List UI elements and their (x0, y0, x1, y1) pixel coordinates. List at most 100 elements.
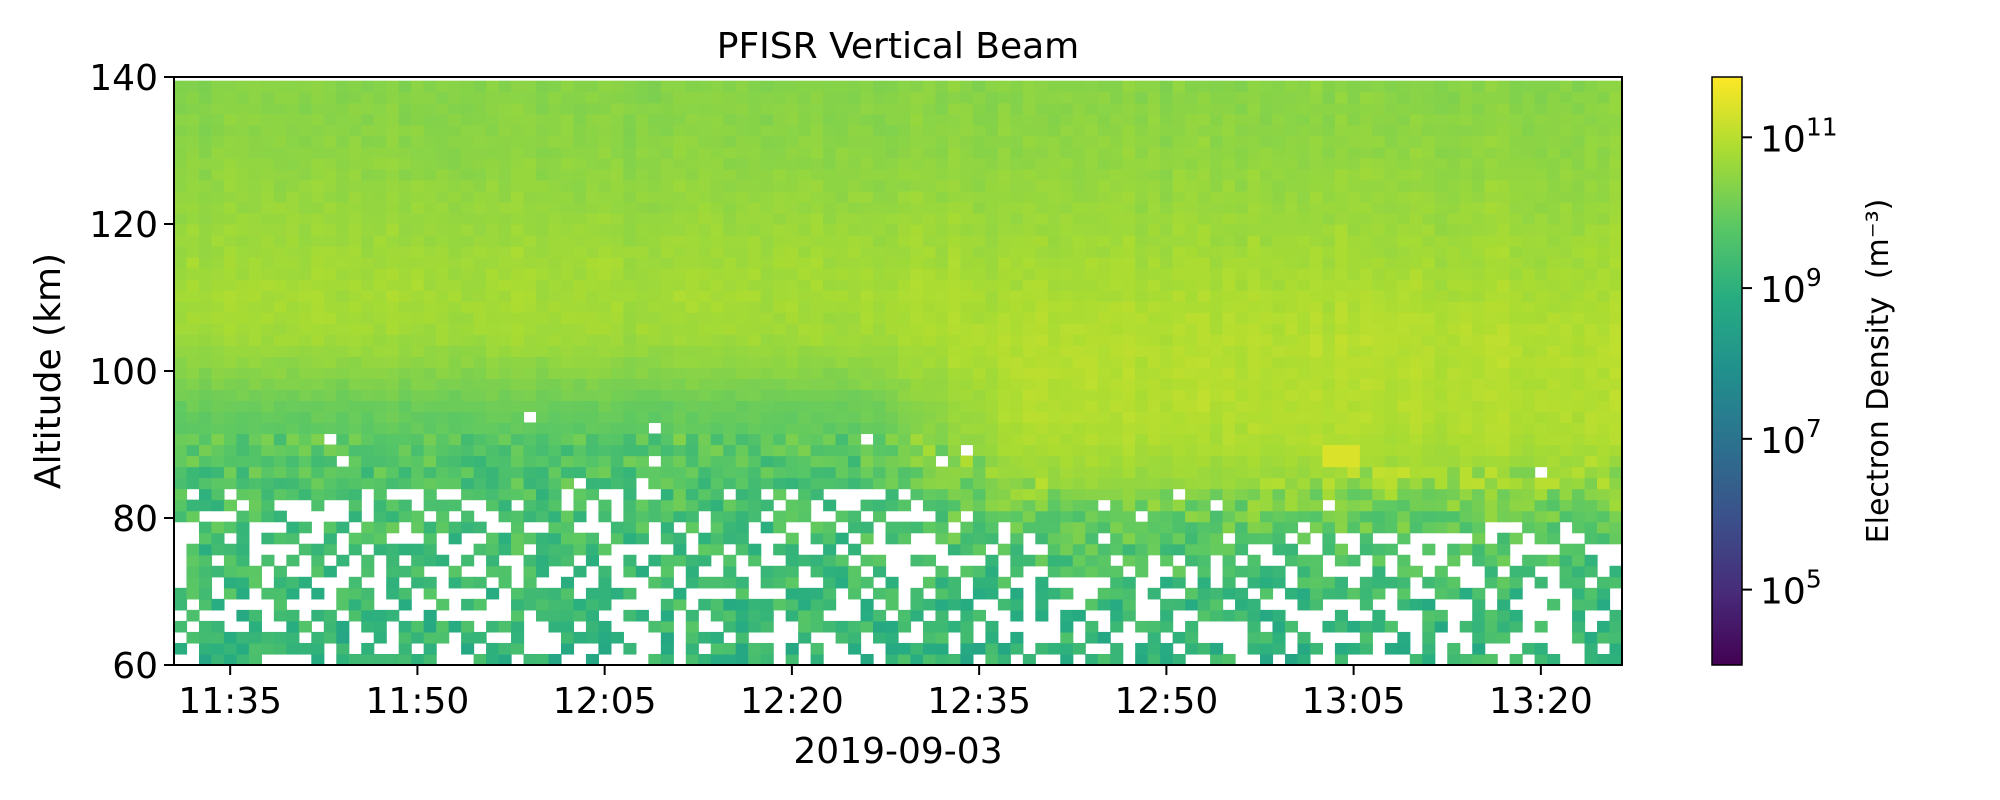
heatmap-cell (473, 367, 487, 379)
heatmap-cell (860, 367, 874, 379)
heatmap-cell (1122, 257, 1136, 269)
heatmap-cell (1459, 356, 1473, 368)
heatmap-cell (560, 389, 575, 402)
heatmap-cell (548, 356, 562, 368)
heatmap-cell (660, 609, 674, 622)
heatmap-cell (1397, 345, 1411, 357)
heatmap-cell (1447, 477, 1461, 490)
heatmap-cell (960, 279, 974, 291)
heatmap-cell (947, 102, 962, 115)
heatmap-cell (723, 455, 737, 468)
heatmap-cell (1122, 521, 1136, 534)
heatmap-cell (1347, 224, 1361, 236)
heatmap-cell (1397, 367, 1411, 379)
heatmap-cell (1272, 168, 1286, 181)
heatmap-cell (1197, 367, 1211, 379)
heatmap-cell (1434, 168, 1448, 181)
heatmap-cell (660, 389, 674, 402)
heatmap-cell (1359, 212, 1373, 225)
heatmap-cell (1072, 179, 1086, 192)
heatmap-cell (598, 422, 612, 435)
heatmap-cell (1110, 146, 1124, 159)
heatmap-cell (223, 157, 238, 170)
heatmap-cell (598, 179, 612, 192)
heatmap-cell (361, 246, 375, 258)
heatmap-cell (1110, 356, 1124, 368)
heatmap-cell (211, 389, 225, 402)
heatmap-cell (1235, 146, 1249, 159)
heatmap-cell (1097, 653, 1111, 666)
heatmap-cell (1197, 80, 1211, 93)
heatmap-cell (548, 543, 562, 556)
heatmap-cell (411, 565, 425, 578)
heatmap-cell (448, 400, 462, 413)
heatmap-cell (635, 201, 649, 214)
heatmap-cell (785, 510, 799, 523)
heatmap-cell (1272, 113, 1286, 126)
heatmap-cell (248, 290, 262, 302)
heatmap-cell (211, 323, 225, 335)
heatmap-cell (985, 80, 999, 93)
heatmap-cell (698, 631, 712, 644)
heatmap-cell (386, 91, 400, 104)
heatmap-cell (323, 477, 337, 490)
heatmap-cell (760, 235, 774, 247)
heatmap-cell (635, 356, 649, 368)
heatmap-cell (623, 521, 637, 534)
heatmap-cell (1384, 477, 1398, 490)
heatmap-cell (1447, 642, 1461, 655)
heatmap-cell (1260, 378, 1274, 390)
heatmap-cell (1434, 102, 1448, 115)
heatmap-cell (1235, 587, 1249, 600)
heatmap-cell (1397, 488, 1411, 501)
heatmap-cell (336, 466, 350, 479)
heatmap-cell (298, 411, 312, 424)
heatmap-cell (1185, 301, 1199, 313)
heatmap-cell (448, 102, 462, 115)
heatmap-cell (585, 455, 600, 468)
heatmap-cell (1085, 554, 1099, 567)
heatmap-cell (922, 356, 937, 368)
heatmap-cell (211, 653, 225, 666)
heatmap-cell (498, 301, 512, 313)
heatmap-cell (1135, 323, 1149, 335)
heatmap-cell (723, 124, 737, 137)
heatmap-cell (1260, 323, 1274, 335)
heatmap-cell (660, 345, 674, 357)
heatmap-cell (1185, 212, 1199, 225)
heatmap-cell (1260, 201, 1274, 214)
heatmap-cell (1060, 378, 1074, 390)
heatmap-cell (873, 323, 887, 335)
heatmap-cell (423, 268, 437, 280)
heatmap-cell (823, 598, 837, 611)
heatmap-cell (1185, 102, 1199, 115)
heatmap-cell (536, 367, 550, 379)
heatmap-cell (673, 598, 687, 611)
heatmap-cell (186, 411, 200, 424)
heatmap-cell (461, 433, 475, 446)
heatmap-cell (1010, 422, 1024, 435)
heatmap-cell (585, 367, 600, 379)
heatmap-cell (935, 334, 949, 346)
heatmap-cell (398, 312, 412, 324)
heatmap-cell (1397, 157, 1411, 170)
heatmap-cell (198, 532, 213, 545)
heatmap-cell (486, 499, 500, 512)
heatmap-cell (1247, 312, 1261, 324)
heatmap-cell (473, 301, 487, 313)
heatmap-cell (273, 235, 287, 247)
heatmap-cell (286, 576, 300, 589)
heatmap-cell (1197, 455, 1211, 468)
heatmap-cell (1422, 631, 1436, 644)
heatmap-cell (1210, 113, 1224, 126)
heatmap-cell (585, 466, 600, 479)
heatmap-cell (536, 400, 550, 413)
heatmap-cell (660, 433, 674, 446)
heatmap-cell (1334, 135, 1348, 148)
heatmap-cell (1359, 80, 1373, 93)
heatmap-cell (873, 345, 887, 357)
heatmap-cell (1022, 653, 1036, 666)
heatmap-cell (1384, 102, 1398, 115)
heatmap-cell (1197, 201, 1211, 214)
heatmap-cell (598, 246, 612, 258)
